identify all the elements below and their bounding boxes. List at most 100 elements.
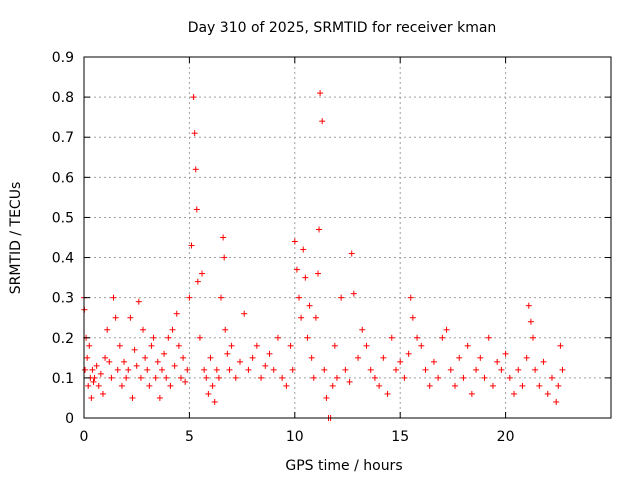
data-point	[274, 334, 281, 341]
data-point	[258, 374, 265, 381]
data-point	[133, 362, 140, 369]
data-point	[158, 366, 165, 373]
data-point	[331, 342, 338, 349]
data-point	[114, 366, 121, 373]
data-point	[150, 334, 157, 341]
data-point	[384, 390, 391, 397]
data-point	[519, 382, 526, 389]
data-point	[182, 378, 189, 385]
data-point	[443, 326, 450, 333]
data-point	[163, 374, 170, 381]
data-point	[363, 342, 370, 349]
data-point	[207, 354, 214, 361]
data-point	[236, 358, 243, 365]
data-point	[447, 366, 454, 373]
data-point	[435, 374, 442, 381]
data-point	[154, 358, 161, 365]
data-point	[418, 342, 425, 349]
data-point	[190, 94, 197, 101]
data-point	[123, 374, 130, 381]
data-point	[333, 374, 340, 381]
data-point	[506, 374, 513, 381]
data-point	[515, 366, 522, 373]
data-point	[485, 334, 492, 341]
data-point	[532, 366, 539, 373]
data-point	[329, 382, 336, 389]
data-point	[405, 350, 412, 357]
data-point	[180, 354, 187, 361]
data-point	[392, 366, 399, 373]
data-point	[266, 350, 273, 357]
data-point	[88, 394, 95, 401]
data-point	[241, 310, 248, 317]
data-point	[489, 382, 496, 389]
data-point	[167, 382, 174, 389]
x-tick-label: 10	[286, 429, 304, 445]
data-marks	[81, 90, 566, 421]
data-point	[300, 246, 307, 253]
data-point	[439, 334, 446, 341]
data-point	[468, 390, 475, 397]
data-point	[125, 366, 132, 373]
data-point	[193, 206, 200, 213]
data-point	[289, 366, 296, 373]
data-point	[152, 374, 159, 381]
data-point	[460, 374, 467, 381]
data-point	[121, 358, 128, 365]
data-point	[306, 302, 313, 309]
y-tick-label: 0	[65, 411, 74, 427]
data-point	[304, 334, 311, 341]
data-point	[323, 394, 330, 401]
data-point	[108, 374, 115, 381]
data-point	[161, 350, 168, 357]
data-point	[414, 334, 421, 341]
data-point	[316, 226, 323, 233]
data-point	[224, 350, 231, 357]
data-point	[388, 334, 395, 341]
data-point	[452, 382, 459, 389]
data-point	[527, 318, 534, 325]
data-point	[218, 294, 225, 301]
data-point	[90, 378, 97, 385]
y-tick-label: 0.2	[52, 331, 74, 347]
data-point	[380, 354, 387, 361]
data-point	[523, 354, 530, 361]
data-point	[481, 374, 488, 381]
data-point	[319, 118, 326, 125]
data-point	[192, 166, 199, 173]
y-tick-label: 0.4	[52, 251, 74, 267]
plot-frame	[83, 56, 612, 419]
data-point	[102, 354, 109, 361]
y-tick-label: 0.5	[52, 210, 74, 226]
data-point	[222, 326, 229, 333]
data-point	[228, 342, 235, 349]
data-point	[137, 374, 144, 381]
data-point	[112, 314, 119, 321]
y-tick-label: 0.8	[52, 90, 74, 106]
data-point	[376, 382, 383, 389]
y-tick-label: 0.1	[52, 371, 74, 387]
data-point	[116, 342, 123, 349]
y-tick-label: 0.7	[52, 130, 74, 146]
data-point	[371, 374, 378, 381]
data-point	[194, 278, 201, 285]
data-point	[555, 382, 562, 389]
data-point	[291, 238, 298, 245]
data-point	[232, 374, 239, 381]
data-point	[355, 354, 362, 361]
data-point	[525, 302, 532, 309]
data-point	[184, 366, 191, 373]
x-tick-label: 0	[80, 429, 89, 445]
data-point	[279, 374, 286, 381]
data-point	[104, 326, 111, 333]
data-point	[498, 366, 505, 373]
y-axis-title: SRMTID / TECUs	[8, 182, 24, 295]
data-point	[553, 398, 560, 405]
data-point	[177, 374, 184, 381]
y-tick-label: 0.3	[52, 291, 74, 307]
data-point	[310, 374, 317, 381]
data-point	[559, 366, 566, 373]
chart-title: Day 310 of 2025, SRMTID for receiver kma…	[188, 20, 497, 36]
data-point	[95, 382, 102, 389]
